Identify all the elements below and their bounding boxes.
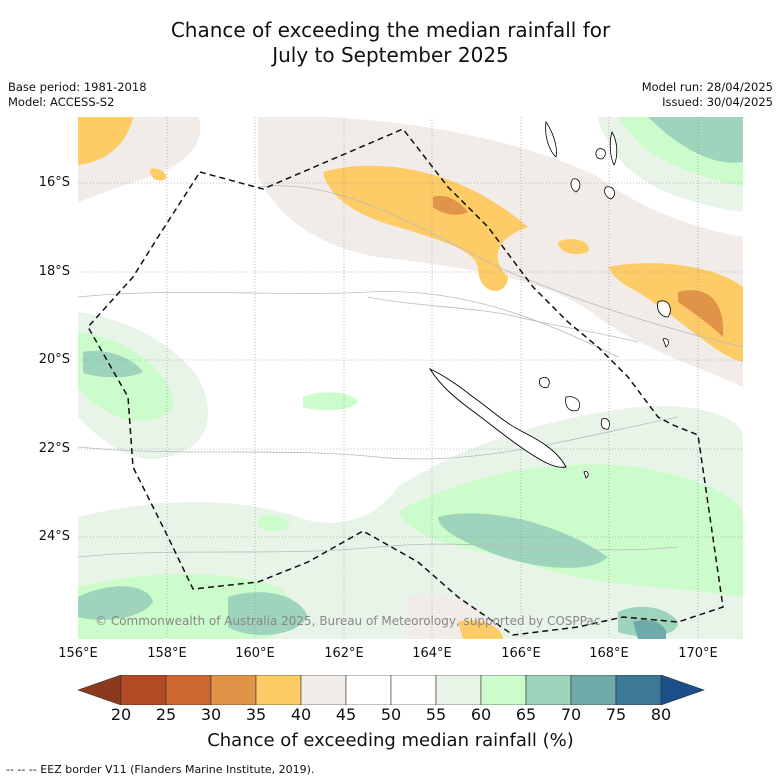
eez-footnote: -- -- -- EEZ border V11 (Flanders Marine… <box>6 763 315 776</box>
small-island-1 <box>583 471 589 479</box>
vanuatu-island-6 <box>657 300 671 318</box>
vanuatu-island-1 <box>545 120 557 158</box>
vanuatu-island-2 <box>595 148 606 160</box>
colorbar-segment <box>345 675 392 705</box>
map-svg <box>78 117 743 639</box>
lat-label-18s: 18°S <box>38 264 70 279</box>
eez-border <box>87 128 724 636</box>
colorbar-extend-low <box>77 675 122 705</box>
loyalty-island-2 <box>565 396 581 412</box>
colorbar-segment <box>165 675 212 705</box>
map-area <box>78 117 743 639</box>
title-line-2: July to September 2025 <box>272 43 509 67</box>
colorbar-segment <box>300 675 347 705</box>
colorbar-tick-label: 55 <box>425 705 447 724</box>
teal-region-ne <box>648 117 743 163</box>
grid-lines <box>78 117 743 639</box>
colorbar-segment <box>435 675 482 705</box>
new-caledonia-island <box>428 367 567 468</box>
colorbar-tick-label: 80 <box>650 705 672 724</box>
lat-label-20s: 20°S <box>38 352 70 367</box>
colorbar-segment <box>480 675 527 705</box>
loyalty-island-3 <box>600 418 610 430</box>
darkteal-southeast <box>633 620 666 639</box>
lon-label-168e: 168°E <box>589 646 629 661</box>
colorbar-tick-label: 65 <box>515 705 537 724</box>
colorbar-tick-label: 40 <box>290 705 312 724</box>
contour-lines <box>78 185 743 558</box>
colorbar-title: Chance of exceeding median rainfall (%) <box>207 730 574 751</box>
colorbar-segment <box>210 675 257 705</box>
vanuatu-island-3 <box>609 131 618 166</box>
colorbar-tick-label: 50 <box>380 705 402 724</box>
vanuatu-island-7 <box>662 338 669 348</box>
colorbar-tick-label: 75 <box>605 705 627 724</box>
colorbar-tick-label: 70 <box>560 705 582 724</box>
lon-label-158e: 158°E <box>147 646 187 661</box>
colorbar-tick-label: 30 <box>200 705 222 724</box>
colorbar <box>77 675 705 705</box>
orange-patch-nw <box>78 117 133 165</box>
issued-date: Issued: 30/04/2025 <box>662 95 773 109</box>
teal-southwest-2 <box>228 592 308 636</box>
lightgreen-south <box>398 464 743 597</box>
lat-label-24s: 24°S <box>38 529 70 544</box>
teal-southwest-1 <box>78 586 153 620</box>
loyalty-island-1 <box>539 377 550 388</box>
colorbar-segment <box>525 675 572 705</box>
colorbar-segment <box>615 675 662 705</box>
orange-small-south <box>458 620 503 639</box>
orange-patch-center <box>323 165 528 291</box>
copyright-notice: © Commonwealth of Australia 2025, Bureau… <box>95 614 601 628</box>
colorbar-extend-high <box>660 675 705 705</box>
meta-left: Base period: 1981-2018 Model: ACCESS-S2 <box>8 80 147 110</box>
teal-south <box>438 513 608 568</box>
colorbar-segment <box>255 675 302 705</box>
green-small-2 <box>258 515 290 532</box>
base-period: Base period: 1981-2018 <box>8 80 147 94</box>
green-small-1 <box>303 392 358 411</box>
darker-orange-east <box>678 290 724 337</box>
title-line-1: Chance of exceeding the median rainfall … <box>170 18 611 42</box>
lon-label-160e: 160°E <box>235 646 275 661</box>
colorbar-tick-label: 25 <box>155 705 177 724</box>
lon-label-166e: 166°E <box>501 646 541 661</box>
model-name: Model: ACCESS-S2 <box>8 95 115 109</box>
map-title: Chance of exceeding the median rainfall … <box>0 18 781 68</box>
vanuatu-island-4 <box>570 178 581 193</box>
teal-west <box>83 350 143 378</box>
lon-label-162e: 162°E <box>324 646 364 661</box>
meta-right: Model run: 28/04/2025 Issued: 30/04/2025 <box>642 80 773 110</box>
lon-label-164e: 164°E <box>412 646 452 661</box>
colorbar-segment <box>570 675 617 705</box>
lat-label-22s: 22°S <box>38 441 70 456</box>
colorbar-segment <box>120 675 167 705</box>
orange-patch-east <box>608 263 743 362</box>
lon-label-156e: 156°E <box>58 646 98 661</box>
colorbar-tick-label: 60 <box>470 705 492 724</box>
model-run: Model run: 28/04/2025 <box>641 80 773 94</box>
lon-label-170e: 170°E <box>678 646 718 661</box>
colorbar-tick-label: 20 <box>110 705 132 724</box>
orange-small-2 <box>150 168 167 181</box>
lat-label-16s: 16°S <box>38 175 70 190</box>
orange-small-1 <box>558 239 589 254</box>
colorbar-segment <box>390 675 437 705</box>
colorbar-tick-label: 45 <box>335 705 357 724</box>
colorbar-tick-label: 35 <box>245 705 267 724</box>
vanuatu-island-5 <box>604 186 615 200</box>
darker-orange-center <box>433 195 468 215</box>
